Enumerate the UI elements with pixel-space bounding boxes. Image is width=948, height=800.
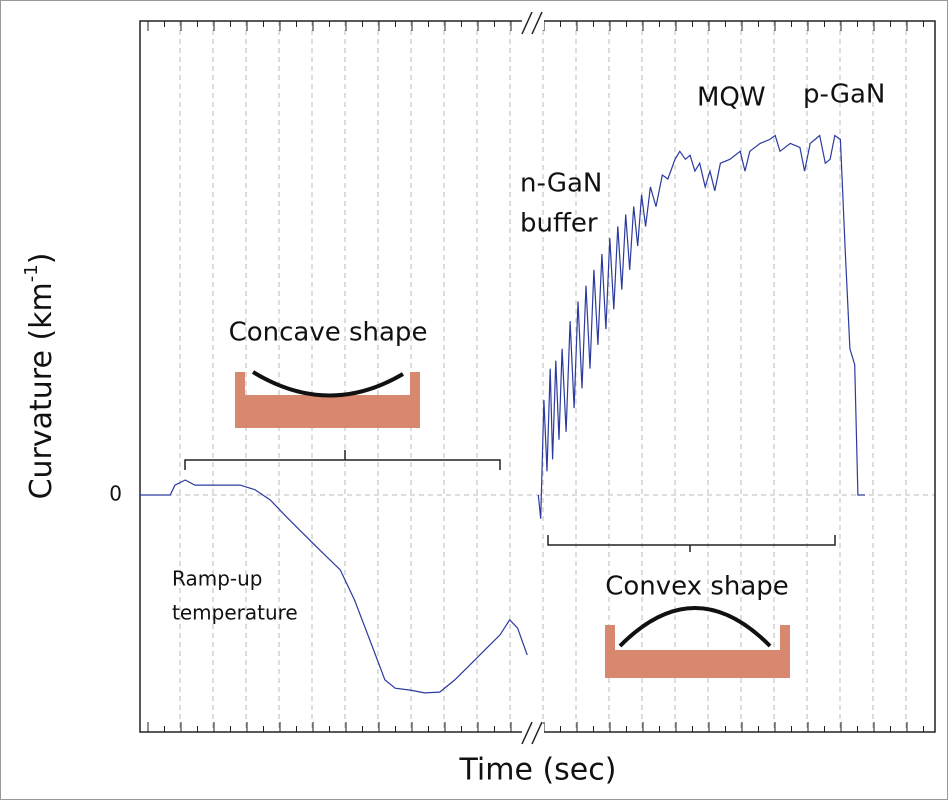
break-mask bbox=[522, 724, 544, 742]
annotation: MQW bbox=[697, 83, 766, 113]
convex-arc bbox=[618, 606, 772, 648]
bracket bbox=[184, 450, 501, 470]
lines bbox=[140, 134, 865, 694]
break-mask bbox=[522, 12, 544, 30]
annotation: p-GaN bbox=[803, 80, 885, 110]
annotation: Concave shape bbox=[229, 318, 428, 348]
y-axis-label-text: Curvature (km bbox=[24, 282, 59, 499]
series-line bbox=[537, 134, 865, 519]
series-line bbox=[140, 479, 528, 694]
concave-arc bbox=[251, 370, 405, 398]
annotation: n-GaN bbox=[520, 169, 602, 199]
concave-icon bbox=[235, 372, 420, 428]
annotation: Ramp-up bbox=[172, 567, 262, 591]
bracket bbox=[547, 535, 836, 552]
annotation: buffer bbox=[520, 209, 598, 239]
x-axis-label: Time (sec) bbox=[459, 753, 617, 788]
y-axis-label-text: ) bbox=[24, 253, 59, 265]
y-axis-label-sup: -1 bbox=[21, 264, 42, 282]
convex-icon bbox=[605, 625, 790, 678]
y-axis-label: Curvature (km-1) bbox=[21, 253, 59, 500]
axis-break bbox=[521, 11, 543, 745]
annotation: temperature bbox=[172, 601, 298, 625]
annotation: Convex shape bbox=[605, 572, 789, 602]
y-tick-label: 0 bbox=[109, 482, 122, 506]
